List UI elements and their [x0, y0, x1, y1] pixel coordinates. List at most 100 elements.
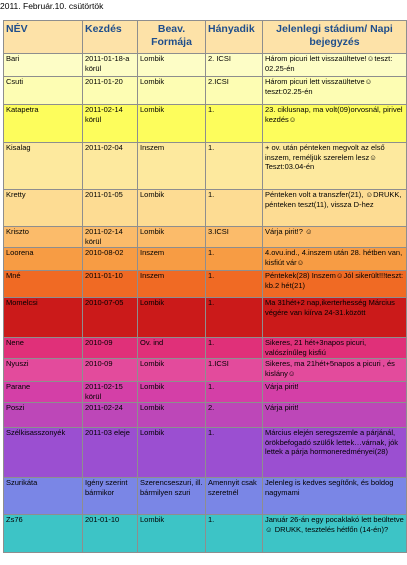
- cell-start: 2011-02-15 körül: [82, 381, 138, 403]
- cell-nth: 1.: [205, 427, 263, 478]
- cell-name: Katapetra: [3, 104, 83, 143]
- cell-start: 2011-01-20: [82, 76, 138, 105]
- cell-start: 2011-03 eleje: [82, 427, 138, 478]
- cell-name: Loorena: [3, 247, 83, 271]
- cell-nth: 1.: [205, 270, 263, 298]
- cell-start: 2011-02-04: [82, 142, 138, 190]
- cell-start: 2010-08-02: [82, 247, 138, 271]
- table-row: Loorena 2010-08-02 Inszem 1. 4.ovu.ind., 4.i…: [3, 247, 407, 271]
- cell-nth: 1.: [205, 514, 263, 553]
- header-form: Beav. Formája: [137, 20, 206, 54]
- cell-form: Lombik: [137, 297, 206, 338]
- cell-start: 201-01-10: [82, 514, 138, 553]
- cell-status: Három picuri lett visszaültetve!☺teszt: …: [262, 53, 407, 77]
- table-row: Kisalag 2011-02-04 Inszem 1. + ov. után pént…: [3, 142, 407, 190]
- cell-status: Három picuri lett visszaültetve☺teszt:02…: [262, 76, 407, 105]
- cell-start: 2011-02-14 körül: [82, 104, 138, 143]
- table-row: Bari 2011-01-18-a körül Lombik 2. ICSI Három…: [3, 53, 407, 77]
- cell-start: 2011-01-10: [82, 270, 138, 298]
- table-row: Mné 2011-01-10 Inszem 1. Péntekek(28) Inszem…: [3, 270, 407, 298]
- cell-name: Nene: [3, 337, 83, 359]
- header-name: NÉV: [3, 20, 83, 54]
- cell-status: Várja pirit!? ☺: [262, 226, 407, 248]
- cell-form: Lombik: [137, 189, 206, 227]
- cell-status: Várja pirit!: [262, 402, 407, 428]
- cell-name: Csuti: [3, 76, 83, 105]
- cell-name: Szélkisasszonyék: [3, 427, 83, 478]
- table-row: Nyuszi 2010-09 Lombik 1.ICSI Sikeres, ma 21h…: [3, 358, 407, 382]
- cell-status: Sikeres, 21 hét+3napos picuri, valószínű…: [262, 337, 407, 359]
- table-row: Kretty 2011-01-05 Lombik 1. Pénteken volt a …: [3, 189, 407, 227]
- cell-name: Poszi: [3, 402, 83, 428]
- cell-start: 2011-02-24: [82, 402, 138, 428]
- cell-form: Lombik: [137, 76, 206, 105]
- cell-start: 2011-02-14 körül: [82, 226, 138, 248]
- cell-nth: 1.: [205, 142, 263, 190]
- cell-form: Lombik: [137, 358, 206, 382]
- cell-name: Kriszto: [3, 226, 83, 248]
- cell-start: 2011-01-18-a körül: [82, 53, 138, 77]
- header-status: Jelenlegi stádium/ Napi bejegyzés: [262, 20, 407, 54]
- cell-nth: 1.: [205, 247, 263, 271]
- cell-status: Várja pirit!: [262, 381, 407, 403]
- cell-nth: 1.ICSI: [205, 358, 263, 382]
- cell-nth: 3.ICSI: [205, 226, 263, 248]
- table-body: Bari 2011-01-18-a körül Lombik 2. ICSI Három…: [3, 53, 407, 553]
- cell-nth: 1.: [205, 189, 263, 227]
- cell-status: Január 26-án egy pocaklakó lett beültetv…: [262, 514, 407, 553]
- cell-form: Lombik: [137, 381, 206, 403]
- table-row: Zs76 201-01-10 Lombik 1. Január 26-án egy po…: [3, 514, 407, 553]
- cell-start: 2010-07-05: [82, 297, 138, 338]
- header-row: NÉV Kezdés Beav. Formája Hányadik Jelenl…: [3, 20, 407, 54]
- cell-form: Inszem: [137, 247, 206, 271]
- cell-name: Mné: [3, 270, 83, 298]
- cell-nth: 1.: [205, 297, 263, 338]
- tracking-table: NÉV Kezdés Beav. Formája Hányadik Jelenl…: [3, 20, 407, 553]
- cell-form: Lombik: [137, 104, 206, 143]
- cell-status: Jelenleg is kedves segítőnk, és boldog n…: [262, 477, 407, 515]
- cell-name: Bari: [3, 53, 83, 77]
- cell-status: Március elején seregszemle a párjánál, ö…: [262, 427, 407, 478]
- cell-name: Kretty: [3, 189, 83, 227]
- cell-start: 2010-09: [82, 358, 138, 382]
- cell-nth: 1.: [205, 381, 263, 403]
- cell-start: 2010-09: [82, 337, 138, 359]
- table-row: Szélkisasszonyék 2011-03 eleje Lombik 1. Már…: [3, 427, 407, 478]
- table-row: Parane 2011-02-15 körül Lombik 1. Várja piri…: [3, 381, 407, 403]
- cell-form: Lombik: [137, 514, 206, 553]
- cell-form: Szerencseszuri, ill. bármilyen szuri: [137, 477, 206, 515]
- table-row: Momelcsi 2010-07-05 Lombik 1. Ma 31hét+2 nap…: [3, 297, 407, 338]
- cell-name: Parane: [3, 381, 83, 403]
- cell-form: Lombik: [137, 53, 206, 77]
- table-row: Nene 2010-09 Ov. ind 1. Sikeres, 21 hét+3nap…: [3, 337, 407, 359]
- cell-start: 2011-01-05: [82, 189, 138, 227]
- cell-form: Lombik: [137, 402, 206, 428]
- cell-status: Péntekek(28) Inszem☺Jól sikerült!!!teszt…: [262, 270, 407, 298]
- cell-status: 4.ovu.ind., 4.inszem után 28. hétben van…: [262, 247, 407, 271]
- cell-form: Inszem: [137, 270, 206, 298]
- table-row: Poszi 2011-02-24 Lombik 2. Várja pirit!: [3, 402, 407, 428]
- cell-nth: 1.: [205, 104, 263, 143]
- cell-form: Inszem: [137, 142, 206, 190]
- cell-status: Pénteken volt a transzfer(21), ☺DRUKK, p…: [262, 189, 407, 227]
- cell-nth: 2.: [205, 402, 263, 428]
- cell-name: Nyuszi: [3, 358, 83, 382]
- table-row: Kriszto 2011-02-14 körül Lombik 3.ICSI Várja…: [3, 226, 407, 248]
- table-row: Szurikáta Igény szerint bármikor Szerencse…: [3, 477, 407, 515]
- cell-status: Sikeres, ma 21hét+5napos a picuri , és k…: [262, 358, 407, 382]
- cell-start: Igény szerint bármikor: [82, 477, 138, 515]
- cell-form: Lombik: [137, 427, 206, 478]
- cell-name: Zs76: [3, 514, 83, 553]
- cell-status: 23. ciklusnap, ma volt(09)orvosnál, piri…: [262, 104, 407, 143]
- cell-name: Kisalag: [3, 142, 83, 190]
- cell-form: Ov. ind: [137, 337, 206, 359]
- table-row: Katapetra 2011-02-14 körül Lombik 1. 23. cik…: [3, 104, 407, 143]
- cell-name: Szurikáta: [3, 477, 83, 515]
- date-line: 2011. Február.10. csütörtök: [0, 1, 104, 11]
- cell-nth: 2. ICSI: [205, 53, 263, 77]
- header-nth: Hányadik: [205, 20, 263, 54]
- cell-nth: 2.ICSI: [205, 76, 263, 105]
- cell-name: Momelcsi: [3, 297, 83, 338]
- cell-form: Lombik: [137, 226, 206, 248]
- table-row: Csuti 2011-01-20 Lombik 2.ICSI Három picuri …: [3, 76, 407, 105]
